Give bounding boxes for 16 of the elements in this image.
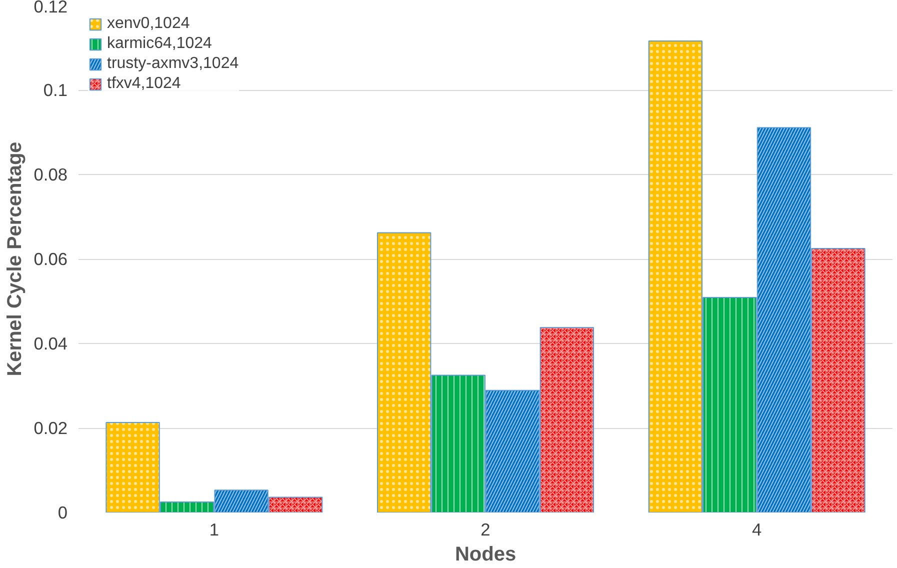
y-tick-label: 0.04 — [34, 334, 68, 354]
legend-label: xenv0,1024 — [107, 15, 190, 33]
x-tick-label: 4 — [752, 520, 762, 540]
x-axis-title: Nodes — [454, 544, 516, 566]
y-tick-label: 0.1 — [43, 80, 68, 100]
legend-label: trusty-axmv3,1024 — [107, 55, 239, 73]
x-tick-label: 2 — [480, 520, 490, 540]
legend-label: karmic64,1024 — [107, 35, 212, 53]
legend-label: tfxv4,1024 — [107, 75, 181, 93]
y-tick-label: 0 — [58, 502, 68, 522]
y-axis-title: Kernel Cycle Percentage — [4, 142, 26, 376]
y-tick-label: 0.12 — [34, 0, 68, 16]
y-tick-label: 0.06 — [34, 249, 68, 269]
y-tick-label: 0.08 — [34, 164, 68, 184]
x-tick-label: 1 — [209, 520, 219, 540]
y-tick-label: 0.02 — [34, 418, 68, 438]
